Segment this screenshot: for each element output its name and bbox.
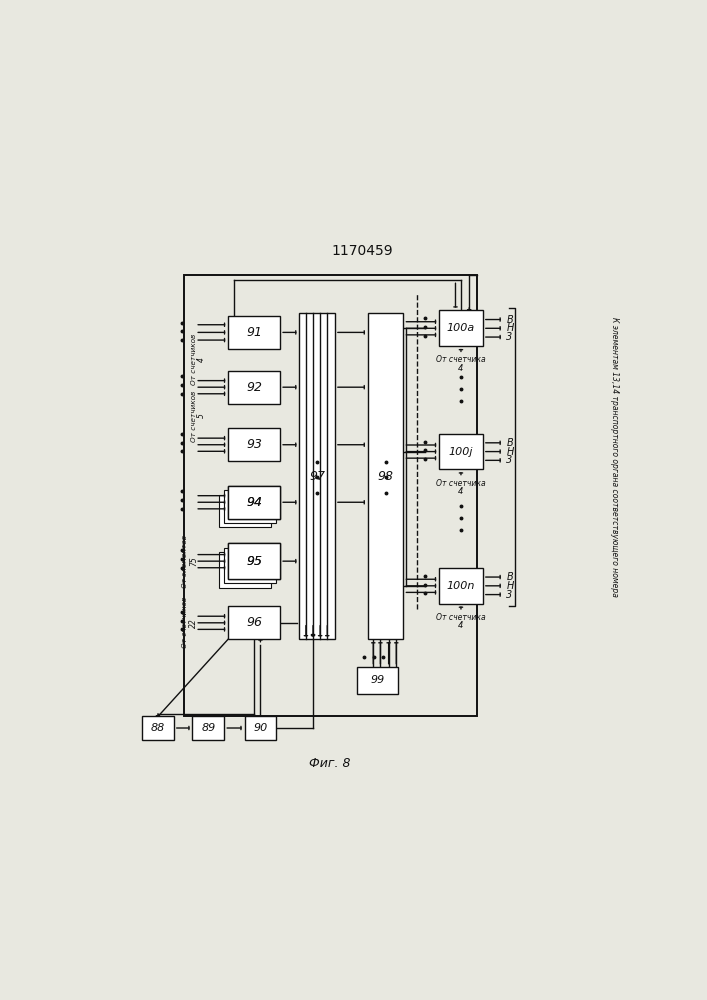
Text: 93: 93 [246,438,262,451]
Text: 94: 94 [246,496,262,509]
Bar [228,543,280,579]
Text: H: H [506,447,514,457]
Text: 3: 3 [506,455,513,465]
Text: 22: 22 [189,618,198,628]
Text: 92: 92 [246,381,262,394]
Text: 100n: 100n [447,581,475,591]
Text: 100а: 100а [447,323,475,333]
Text: 95: 95 [246,555,262,568]
Text: 98: 98 [378,470,394,483]
Bar [299,313,335,639]
Text: 4: 4 [458,621,464,630]
Text: От счетчика: От счетчика [436,479,486,488]
Bar [228,371,280,404]
Text: 4: 4 [458,487,464,496]
Bar [439,310,483,346]
Text: 90: 90 [253,723,267,733]
Bar [192,716,224,740]
Text: H: H [506,581,514,591]
Text: 100j: 100j [449,447,473,457]
Text: К элементам 13,14 транспортного органа соответствующего номера: К элементам 13,14 транспортного органа с… [610,317,619,597]
Text: 3: 3 [506,332,513,342]
Bar [185,275,477,716]
Text: 96: 96 [246,616,262,629]
Text: 94: 94 [246,496,262,509]
Text: Фиг. 8: Фиг. 8 [309,757,350,770]
Bar [245,716,276,740]
Bar [228,543,280,579]
Bar [223,548,276,583]
Text: От элементов: От элементов [182,535,188,588]
Text: B: B [506,438,513,448]
Bar [142,716,174,740]
Text: От счетчика: От счетчика [436,355,486,364]
Text: 4: 4 [197,357,206,362]
Text: От счетчиков: От счетчиков [182,597,188,648]
Text: 99: 99 [370,675,385,685]
Text: От счетчиков: От счетчиков [191,334,197,385]
Text: 95: 95 [246,555,262,568]
Bar [228,606,280,639]
Bar [439,434,483,469]
Text: 88: 88 [151,723,165,733]
Text: 1170459: 1170459 [332,244,393,258]
Bar [228,316,280,349]
Text: H: H [506,323,514,333]
Text: 97: 97 [309,470,325,483]
Bar [439,568,483,604]
Bar [223,490,276,523]
Text: B: B [506,572,513,582]
Text: От счетчика: От счетчика [436,613,486,622]
Bar [219,552,271,588]
Text: 75: 75 [189,556,198,566]
Text: B: B [506,315,513,325]
Text: 3: 3 [506,590,513,600]
Text: От счетчиков: От счетчиков [191,390,197,442]
Text: 89: 89 [201,723,216,733]
Bar [219,495,271,527]
Text: 4: 4 [458,364,464,373]
Text: 91: 91 [246,326,262,339]
Bar [228,486,280,519]
Bar [357,667,398,694]
Text: 5: 5 [197,414,206,418]
Bar [368,313,404,639]
Bar [228,428,280,461]
Bar [228,486,280,519]
